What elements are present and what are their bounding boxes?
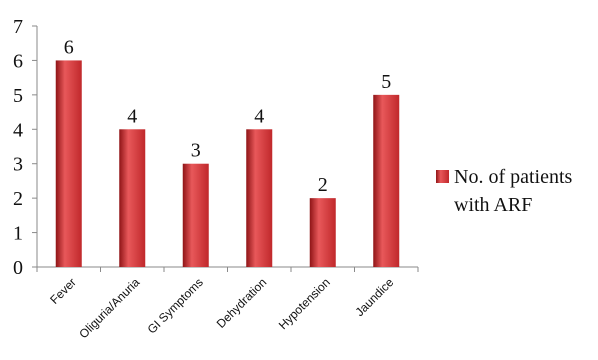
bar xyxy=(182,163,209,267)
x-tick-label: Oliguria/Anuria xyxy=(76,275,142,341)
axes xyxy=(36,26,419,272)
bars xyxy=(55,60,400,267)
bar xyxy=(373,94,400,267)
data-labels: 6 4 3 4 2 5 xyxy=(64,36,392,196)
data-label: 6 xyxy=(64,36,74,58)
y-tick-label: 7 xyxy=(13,16,23,38)
bar xyxy=(55,60,82,267)
legend-label-line-1: No. of patients xyxy=(454,166,573,188)
y-tick-label: 5 xyxy=(13,85,23,107)
y-axis-ticks: 0 1 2 3 4 5 6 7 xyxy=(13,16,37,279)
x-tick-label: GI Symptoms xyxy=(145,275,206,336)
y-tick-label: 2 xyxy=(13,188,23,210)
legend-swatch xyxy=(436,170,449,183)
x-tick-label: Dehydration xyxy=(214,275,270,331)
legend-label-line-2: with ARF xyxy=(454,194,532,216)
data-label: 4 xyxy=(254,105,264,127)
data-label: 5 xyxy=(381,71,391,93)
data-label: 3 xyxy=(191,140,201,162)
legend: No. of patients with ARF xyxy=(436,166,573,216)
y-tick-label: 6 xyxy=(13,50,23,72)
x-tick-label: Hypotension xyxy=(276,275,333,332)
bar xyxy=(119,129,146,267)
data-label: 2 xyxy=(318,174,328,196)
x-tick-label: Jaundice xyxy=(352,275,396,319)
y-tick-label: 4 xyxy=(13,119,23,141)
x-tick-label: Fever xyxy=(47,275,79,307)
y-tick-label: 1 xyxy=(13,223,23,245)
bar xyxy=(309,198,336,267)
y-tick-label: 3 xyxy=(13,154,23,176)
bar xyxy=(246,129,273,267)
y-tick-label: 0 xyxy=(13,257,23,279)
data-label: 4 xyxy=(127,105,137,127)
